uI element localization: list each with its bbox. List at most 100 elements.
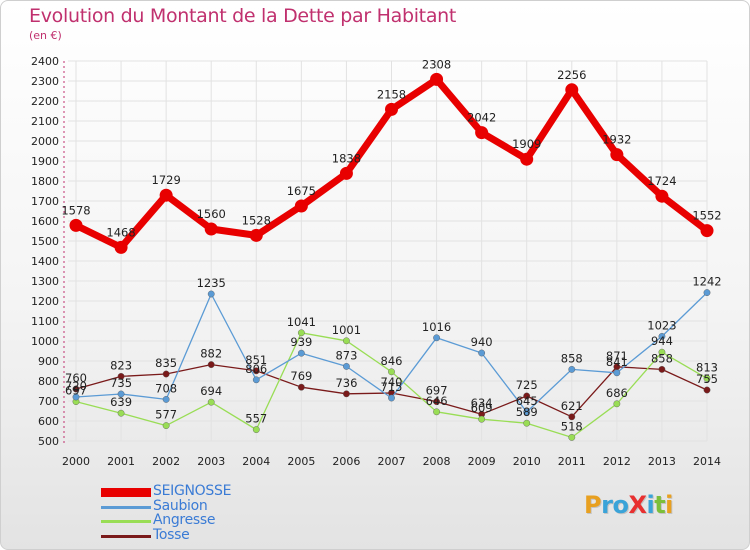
logo-letter: o	[612, 491, 629, 519]
data-label-seignosse: 1468	[106, 225, 135, 239]
logo-letter: P	[584, 491, 602, 519]
data-label-seignosse: 1552	[692, 209, 721, 223]
data-point-saubion	[207, 290, 215, 298]
data-label-tosse: 851	[245, 353, 267, 367]
data-point-saubion	[523, 408, 531, 416]
data-label-angresse: 557	[245, 412, 267, 426]
x-tick-label: 2013	[648, 455, 676, 468]
data-point-tosse	[433, 398, 440, 405]
data-point-tosse	[72, 385, 80, 393]
y-tick-label: 1700	[31, 195, 59, 208]
y-tick-label: 700	[38, 395, 59, 408]
data-label-saubion: 873	[335, 348, 357, 362]
x-tick-label: 2007	[378, 455, 406, 468]
legend-swatch	[101, 488, 151, 497]
legend-label: Tosse	[153, 526, 190, 543]
y-tick-label: 1200	[31, 295, 59, 308]
y-tick-label: 1400	[31, 255, 59, 268]
data-point-angresse	[162, 422, 170, 429]
data-point-tosse	[568, 413, 576, 421]
y-tick-label: 2000	[31, 135, 59, 148]
data-label-tosse: 858	[651, 351, 673, 365]
data-point-saubion	[117, 390, 125, 398]
data-label-saubion: 1235	[197, 276, 226, 290]
logo-letter: i	[665, 491, 673, 519]
data-label-angresse: 646	[426, 394, 448, 408]
data-label-saubion: 806	[245, 362, 267, 376]
data-label-seignosse: 1932	[602, 133, 631, 147]
data-point-angresse	[523, 419, 531, 427]
data-point-saubion	[478, 349, 486, 357]
data-label-angresse: 1001	[332, 323, 361, 337]
data-label-tosse: 725	[516, 378, 538, 392]
data-point-angresse	[388, 368, 395, 376]
data-point-seignosse	[339, 166, 353, 180]
data-label-angresse: 686	[606, 386, 628, 400]
data-point-seignosse	[700, 224, 714, 238]
y-tick-label: 2300	[31, 75, 59, 88]
legend-swatch	[101, 505, 151, 509]
data-point-tosse	[117, 372, 125, 380]
data-point-angresse	[343, 337, 350, 345]
data-label-angresse: 694	[200, 384, 222, 398]
data-point-saubion	[433, 334, 440, 342]
data-label-saubion: 939	[290, 335, 312, 349]
data-label-tosse: 621	[561, 399, 583, 413]
y-tick-label: 600	[38, 415, 59, 428]
y-tick-label: 1600	[31, 215, 59, 228]
data-point-seignosse	[610, 148, 624, 162]
data-label-seignosse: 2308	[422, 57, 451, 71]
data-label-angresse: 518	[561, 419, 583, 433]
data-label-seignosse: 1528	[242, 213, 271, 227]
logo-letter: X	[628, 491, 647, 519]
data-point-angresse	[433, 408, 440, 416]
data-label-seignosse: 2256	[557, 68, 586, 82]
data-label-saubion: 940	[471, 335, 493, 349]
chart-title: Evolution du Montant de la Dette par Hab…	[29, 5, 457, 27]
data-point-saubion	[343, 362, 350, 370]
data-label-tosse: 740	[381, 375, 403, 389]
data-point-tosse	[343, 390, 350, 398]
data-point-tosse	[207, 361, 215, 368]
data-label-tosse: 760	[65, 371, 87, 385]
data-label-saubion: 735	[110, 376, 132, 390]
x-tick-label: 2001	[107, 455, 135, 468]
data-label-seignosse: 1675	[287, 184, 316, 198]
data-point-angresse	[658, 348, 666, 356]
data-point-saubion	[162, 395, 170, 403]
x-tick-label: 2002	[152, 455, 180, 468]
data-point-seignosse	[69, 218, 83, 232]
data-point-angresse	[703, 374, 711, 382]
data-point-seignosse	[430, 72, 444, 86]
x-tick-label: 2006	[332, 455, 360, 468]
data-label-tosse: 755	[696, 372, 718, 386]
y-tick-label: 900	[38, 355, 59, 368]
x-tick-label: 2012	[603, 455, 631, 468]
data-label-tosse: 882	[200, 347, 222, 361]
data-point-seignosse	[565, 83, 579, 97]
data-point-tosse	[703, 386, 711, 394]
y-tick-label: 500	[38, 435, 59, 448]
data-point-saubion	[388, 394, 395, 402]
data-point-saubion	[568, 365, 576, 373]
data-label-tosse: 736	[335, 376, 357, 390]
x-tick-label: 2000	[62, 455, 90, 468]
data-point-seignosse	[159, 188, 173, 202]
data-label-seignosse: 2158	[377, 87, 406, 101]
data-label-saubion: 708	[155, 381, 177, 395]
y-tick-label: 1100	[31, 315, 59, 328]
data-point-tosse	[297, 383, 305, 391]
data-point-angresse	[117, 409, 125, 417]
data-point-angresse	[478, 415, 486, 423]
data-point-angresse	[207, 398, 215, 406]
y-tick-label: 800	[38, 375, 59, 388]
x-tick-label: 2005	[287, 455, 315, 468]
x-tick-label: 2014	[693, 455, 721, 468]
y-tick-label: 1900	[31, 155, 59, 168]
data-label-angresse: 944	[651, 334, 673, 348]
x-tick-label: 2008	[423, 455, 451, 468]
x-tick-label: 2004	[242, 455, 270, 468]
proxiti-logo: ProXiti	[584, 491, 673, 519]
